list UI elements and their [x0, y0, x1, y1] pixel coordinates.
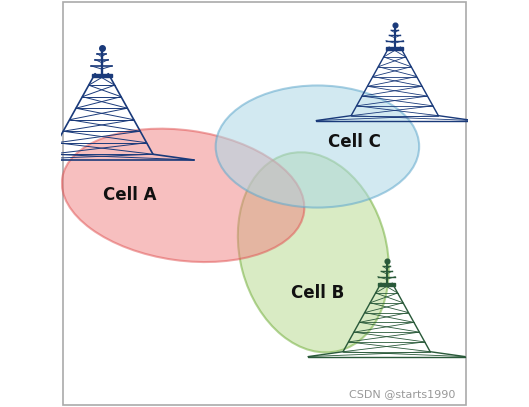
Ellipse shape: [238, 152, 389, 352]
Text: Cell A: Cell A: [104, 186, 157, 204]
Text: Cell C: Cell C: [327, 133, 380, 151]
Bar: [378, 283, 395, 286]
Bar: [92, 74, 112, 77]
Text: CSDN @starts1990: CSDN @starts1990: [350, 389, 456, 399]
Text: Cell B: Cell B: [291, 284, 344, 302]
Bar: [386, 47, 403, 50]
Ellipse shape: [62, 129, 304, 262]
Ellipse shape: [216, 85, 419, 208]
